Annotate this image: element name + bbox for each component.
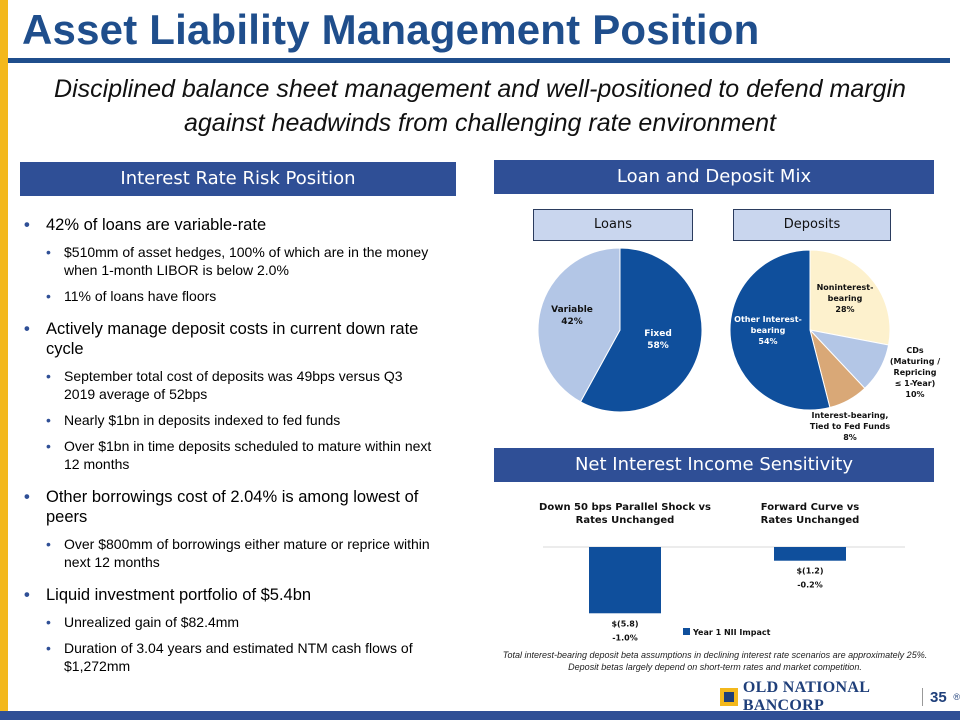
sub-bullet: • Unrealized gain of $82.4mm <box>46 614 240 630</box>
sub-bullet: • Duration of 3.04 years and estimated NT… <box>46 640 413 674</box>
page-number: 35 <box>930 689 947 706</box>
deposits-pie-chart: Noninterest-bearing 28% CDs (Maturing / Repr… <box>729 249 940 442</box>
sub-bullet: • $510mm of asset hedges, 100% of which a… <box>46 244 429 278</box>
loan-deposit-mix-header: Loan and Deposit Mix <box>494 160 934 194</box>
pie-label-variable: Variable 42% <box>551 305 593 327</box>
bar-value-label-0: $(5.8) <box>611 619 638 628</box>
logo-mark-icon <box>720 688 738 706</box>
pie-label-deposits-3: Other Interest-bearing 54% <box>734 315 802 346</box>
pie-label-deposits-2: Interest-bearing, Tied to Fed Funds 8% <box>810 411 891 442</box>
page-subtitle: Disciplined balance sheet management and… <box>54 75 906 137</box>
bar-pct-label-0: -1.0% <box>612 633 638 642</box>
sub-bullet: • Nearly $1bn in deposits indexed to fed … <box>46 412 341 428</box>
bullet-other-borrowings: • Other borrowings cost of 2.04% is among… <box>24 488 419 526</box>
interest-rate-risk-header: Interest Rate Risk Position <box>20 162 456 196</box>
bullet-variable-rate-loans: • 42% of loans are variable-rate <box>24 216 267 234</box>
title-underline <box>8 58 950 63</box>
bar-category-label-1: Forward Curve vs Rates Unchanged <box>761 502 860 526</box>
footnote: Total interest-bearing deposit beta assu… <box>502 650 928 672</box>
pie-slice-noninterest-bearing <box>809 249 891 346</box>
nii-sensitivity-header: Net Interest Income Sensitivity <box>494 448 934 482</box>
sub-bullet: • Over $1bn in time deposits scheduled to… <box>46 438 432 472</box>
sub-bullet: • Over $800mm of borrowings either mature… <box>46 536 430 570</box>
nii-bar-1 <box>774 547 846 561</box>
trademark-symbol: ® <box>953 692 960 702</box>
deposits-chart-label: Deposits <box>733 209 891 241</box>
bar-pct-label-1: -0.2% <box>797 581 823 590</box>
risk-bullet-list: • 42% of loans are variable-rate • $510mm … <box>24 215 436 675</box>
pie-slice-other-interest-bearing <box>729 249 831 411</box>
sub-bullet: • 11% of loans have floors <box>46 288 217 304</box>
nii-sensitivity-bar-chart: Down 50 bps Parallel Shock vs Rates Uncha… <box>539 502 905 642</box>
loans-pie-chart: Fixed 58% Variable 42% <box>537 247 703 413</box>
bar-value-label-1: $(1.2) <box>796 567 823 576</box>
left-accent-bar <box>0 0 8 720</box>
legend-label: Year 1 NII Impact <box>692 628 771 637</box>
pie-slice-fixed <box>579 247 703 413</box>
pie-slice-variable <box>537 247 621 403</box>
pie-label-fixed: Fixed 58% <box>644 329 672 351</box>
company-logo: OLD NATIONAL BANCORP ® <box>720 679 960 714</box>
logo-text: OLD NATIONAL BANCORP <box>742 679 870 714</box>
footer-separator <box>922 688 923 706</box>
footer-rule <box>0 711 960 720</box>
bullet-investment-portfolio: • Liquid investment portfolio of $5.4bn <box>24 586 312 604</box>
loans-chart-label: Loans <box>533 209 693 241</box>
sub-bullet: • September total cost of deposits was 49… <box>46 368 403 402</box>
nii-bar-0 <box>589 547 661 614</box>
bullet-deposit-costs: • Actively manage deposit costs in curren… <box>24 320 419 358</box>
bar-category-label-0: Down 50 bps Parallel Shock vs Rates Uncha… <box>539 502 711 526</box>
page-title: Asset Liability Management Position <box>22 6 760 53</box>
pie-label-deposits-1: CDs (Maturing / Repricing ≤ 1-Year) 10% <box>890 346 940 399</box>
pie-label-deposits-0: Noninterest-bearing 28% <box>817 283 874 314</box>
legend-swatch <box>683 628 690 635</box>
